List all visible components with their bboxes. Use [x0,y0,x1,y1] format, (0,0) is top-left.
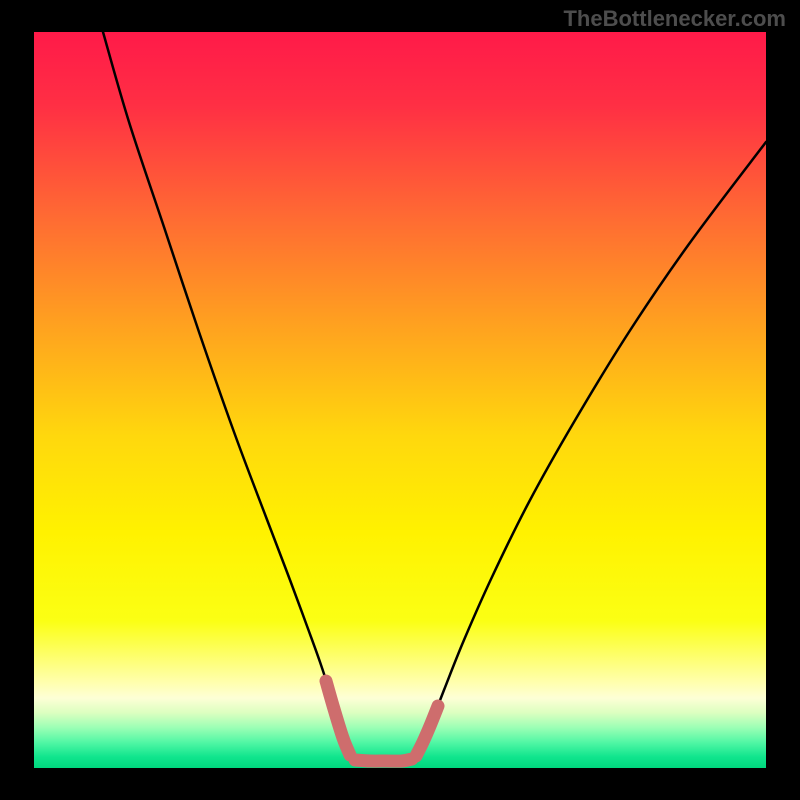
bottleneck-curve-right [415,142,766,758]
highlight-group [326,681,438,761]
watermark-text: TheBottlenecker.com [563,6,786,32]
highlight-segment-1 [355,759,412,761]
highlight-segment-0 [326,681,350,755]
plot-area [34,32,766,768]
curve-layer [34,32,766,768]
highlight-segment-2 [416,706,438,756]
bottleneck-curve-left [103,32,351,758]
